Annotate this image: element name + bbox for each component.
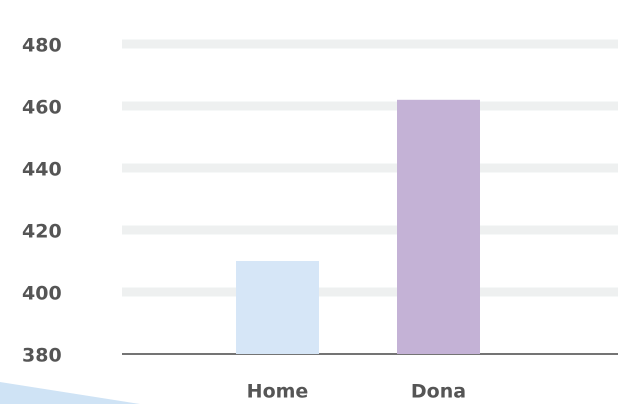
decoration [0,382,140,404]
y-tick-label: 380 [22,345,62,367]
grid-line [122,101,618,111]
grid-line [122,225,618,235]
y-tick-label: 420 [22,221,62,243]
grid-line [122,287,618,297]
grid-line [122,39,618,49]
y-tick-label: 400 [22,283,62,305]
y-tick-label: 440 [22,159,62,181]
x-tick-label: Home [247,381,309,403]
bar [397,99,480,354]
x-tick-label: Dona [411,381,466,403]
y-tick-label: 480 [22,35,62,57]
bar [236,261,319,354]
y-tick-label: 460 [22,97,62,119]
grid-line [122,163,618,173]
